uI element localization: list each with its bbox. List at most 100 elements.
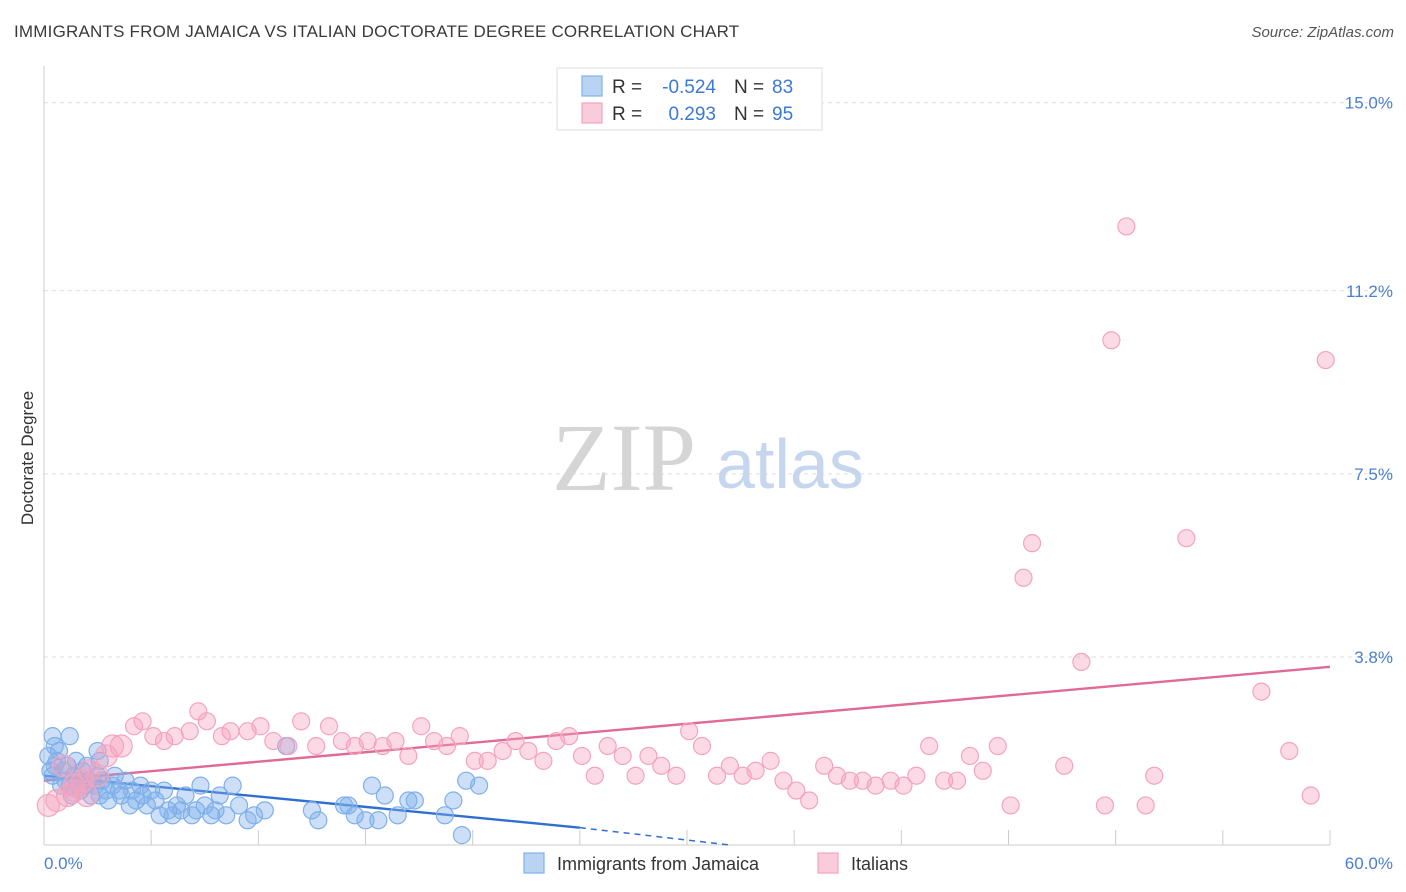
jamaica-point bbox=[375, 786, 394, 805]
italians-point bbox=[51, 754, 75, 778]
italians-point bbox=[1301, 786, 1320, 805]
italians-point bbox=[1136, 796, 1155, 815]
legend-r-label: R = bbox=[612, 77, 642, 98]
italians-point bbox=[197, 712, 216, 731]
jamaica-point bbox=[163, 806, 182, 825]
source-credit: Source: ZipAtlas.com bbox=[1251, 24, 1394, 41]
jamaica-point bbox=[223, 776, 242, 795]
italians-point bbox=[598, 736, 617, 756]
italians-point bbox=[1145, 766, 1164, 785]
italians-point bbox=[613, 746, 632, 766]
watermark-atlas: atlas bbox=[716, 425, 864, 503]
italians-point bbox=[1055, 756, 1074, 775]
italians-point bbox=[506, 731, 525, 751]
x-tick-label: 60.0% bbox=[1345, 854, 1393, 873]
jamaica-point bbox=[217, 806, 236, 825]
bottom-legend-swatch bbox=[523, 852, 545, 874]
italians-point bbox=[652, 756, 671, 775]
jamaica-point bbox=[405, 791, 424, 810]
jamaica-point bbox=[105, 766, 124, 785]
jamaica-point bbox=[122, 781, 141, 800]
jamaica-point bbox=[339, 796, 358, 815]
italians-point bbox=[1072, 652, 1091, 672]
legend-n-label: N = bbox=[734, 77, 764, 98]
italians-point bbox=[62, 774, 86, 798]
bottom-legend-label: Immigrants from Jamaica bbox=[557, 854, 760, 874]
italians-point bbox=[1001, 796, 1020, 815]
italians-point bbox=[907, 766, 926, 785]
gridlines bbox=[44, 102, 1392, 658]
jamaica-point bbox=[210, 786, 229, 805]
italians-point bbox=[840, 771, 859, 790]
y-tick-label: 15.0% bbox=[1345, 94, 1393, 113]
italians-point bbox=[761, 751, 780, 770]
jamaica-point bbox=[255, 801, 274, 820]
italians-point bbox=[100, 734, 125, 758]
bottom-legend-swatch bbox=[817, 852, 839, 874]
italians-point bbox=[1117, 217, 1136, 236]
italians-point bbox=[519, 741, 538, 761]
italians-point bbox=[165, 727, 184, 746]
jamaica-point bbox=[154, 781, 174, 800]
italians-point bbox=[1316, 350, 1335, 370]
italians-point bbox=[45, 788, 69, 813]
italians-point bbox=[1280, 741, 1299, 761]
italians-point bbox=[720, 756, 739, 775]
italians-point bbox=[358, 731, 377, 751]
italians-point bbox=[437, 736, 457, 756]
jamaica-point bbox=[229, 796, 249, 815]
italians-point bbox=[180, 722, 199, 741]
italians-point bbox=[973, 761, 992, 780]
italians-point bbox=[572, 746, 592, 766]
italians-point bbox=[787, 781, 806, 800]
italians-point bbox=[920, 736, 939, 756]
italians-point bbox=[319, 717, 339, 736]
italians-point bbox=[667, 766, 686, 785]
italians-point bbox=[292, 712, 311, 731]
trendline-1 bbox=[43, 665, 1331, 782]
jamaica-point bbox=[60, 727, 79, 746]
jamaica-point bbox=[362, 776, 382, 795]
italians-point bbox=[1095, 796, 1115, 815]
italians-point bbox=[386, 731, 405, 751]
legend-swatch bbox=[581, 102, 603, 124]
legend-r-label: R = bbox=[612, 104, 642, 125]
jamaica-point bbox=[356, 811, 375, 830]
italians-point bbox=[815, 756, 834, 775]
italians-point bbox=[307, 736, 326, 756]
italians-point bbox=[154, 731, 174, 751]
jamaica-point bbox=[309, 811, 328, 830]
italians-point bbox=[585, 766, 604, 785]
legend-n-value: 83 bbox=[772, 77, 793, 98]
legend-r-value: -0.524 bbox=[662, 77, 716, 98]
italians-point bbox=[534, 751, 553, 770]
italians-point bbox=[412, 717, 431, 736]
italians-point bbox=[85, 764, 110, 788]
jamaica-point bbox=[244, 806, 264, 825]
jamaica-point bbox=[172, 801, 191, 820]
italians-point bbox=[264, 731, 283, 751]
data-points bbox=[36, 217, 1335, 845]
italians-point bbox=[692, 736, 712, 756]
axes bbox=[43, 66, 1331, 846]
top-legend: R = -0.524 N = 83 R = 0.293 N = 95 bbox=[556, 67, 823, 131]
trendlines bbox=[43, 665, 1331, 846]
italians-point bbox=[935, 771, 954, 790]
legend-r-value: 0.293 bbox=[668, 104, 716, 125]
italians-point bbox=[399, 746, 418, 766]
legend-n-value: 95 bbox=[772, 104, 793, 125]
italians-point bbox=[1014, 568, 1033, 587]
italians-point bbox=[450, 727, 469, 746]
italians-point bbox=[866, 776, 885, 795]
italians-point bbox=[1022, 534, 1042, 553]
jamaica-point bbox=[469, 776, 489, 795]
italians-point bbox=[707, 766, 727, 785]
italians-point bbox=[133, 712, 152, 731]
italians-point bbox=[1252, 682, 1271, 701]
italians-point bbox=[1177, 529, 1196, 548]
italians-point bbox=[960, 746, 980, 766]
italians-point bbox=[1102, 331, 1121, 350]
jamaica-point bbox=[45, 736, 64, 756]
italians-point bbox=[626, 766, 645, 785]
italians-point bbox=[988, 736, 1007, 756]
